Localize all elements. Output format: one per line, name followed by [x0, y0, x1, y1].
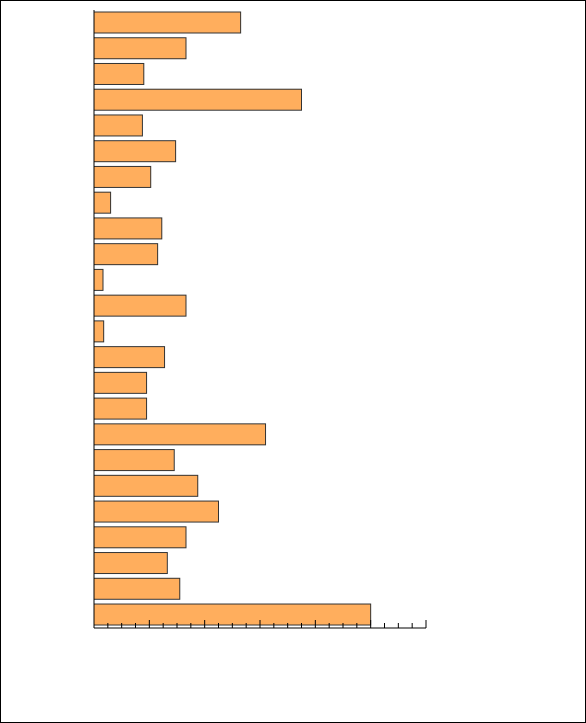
- bar: [93, 552, 168, 575]
- bar: [93, 62, 145, 85]
- bar: [93, 191, 112, 214]
- bar: [93, 526, 187, 549]
- bar: [93, 11, 242, 34]
- bar: [93, 474, 199, 497]
- bar: [93, 268, 104, 291]
- bar: [93, 577, 181, 600]
- bar: [93, 294, 187, 317]
- bar: [93, 603, 372, 626]
- bar: [93, 217, 163, 240]
- bar: [93, 165, 152, 188]
- bar: [93, 37, 187, 60]
- bar: [93, 243, 159, 266]
- bar: [93, 449, 175, 472]
- bar: [93, 320, 105, 343]
- bar: [93, 371, 148, 394]
- bar: [93, 140, 177, 163]
- bar: [93, 88, 302, 111]
- bar: [93, 114, 143, 137]
- bar: [93, 423, 267, 446]
- bar: [93, 500, 219, 523]
- bar: [93, 346, 166, 369]
- bar: [93, 397, 148, 420]
